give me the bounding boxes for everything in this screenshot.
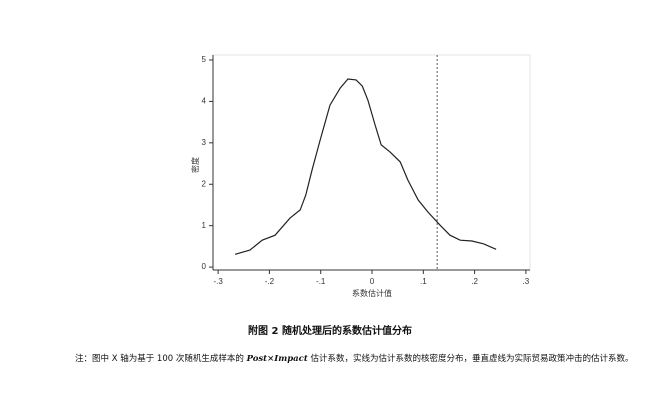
x-tick-label: 0 (370, 277, 375, 286)
density-line (234, 78, 497, 255)
y-tick-label: 4 (202, 97, 207, 106)
y-axis-title: 密度 (190, 157, 200, 173)
note: 注：图中 X 轴为基于 100 次随机生成样本的 Post×Impact 估计系… (55, 347, 640, 372)
x-tick-label: -.1 (316, 277, 326, 286)
plot-frame (212, 54, 531, 271)
y-tick-label: 0 (202, 262, 207, 271)
y-tick-label: 3 (202, 138, 207, 147)
x-tick-label: -.2 (265, 277, 275, 286)
y-tick-label: 5 (202, 55, 207, 64)
x-tick-label: -.3 (213, 277, 223, 286)
y-tick-label: 2 (202, 179, 207, 188)
x-tick-label: .3 (523, 277, 530, 286)
chart: 系数估计值 密度 -.3 -.2 -.1 0 .1 .2 .3 0 1 2 3 4 5 (190, 54, 531, 298)
note-segment: Post×Impact (246, 354, 308, 364)
note-segment: 估计系数，实线为估计系数的核密度分布，垂直虚线为实际贸易政策冲击的估计系数。 (307, 354, 634, 364)
x-tick-label: .1 (420, 277, 427, 286)
note-segment: 注：图中 X 轴为基于 100 次随机生成样本的 (75, 354, 247, 364)
y-tick-label: 1 (202, 221, 207, 230)
x-axis-title: 系数估计值 (352, 288, 392, 298)
caption: 附图 2 随机处理后的系数估计值分布 (248, 326, 412, 337)
x-tick-label: .2 (471, 277, 478, 286)
